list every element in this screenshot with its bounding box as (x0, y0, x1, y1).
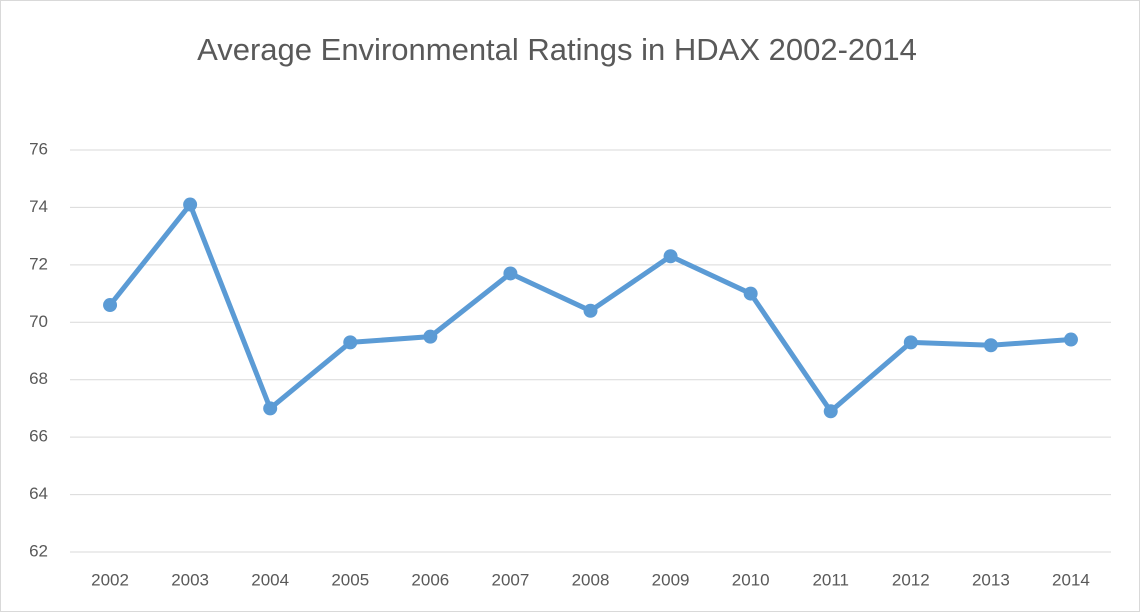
data-point (263, 401, 278, 416)
x-tick-label: 2002 (91, 570, 129, 589)
data-point (343, 335, 358, 350)
data-point (743, 286, 758, 301)
y-tick-label: 64 (29, 484, 48, 503)
x-tick-label: 2014 (1052, 570, 1090, 589)
x-tick-label: 2013 (972, 570, 1010, 589)
y-tick-label: 62 (29, 541, 48, 560)
y-tick-label: 68 (29, 369, 48, 388)
x-tick-label: 2010 (732, 570, 770, 589)
x-tick-label: 2011 (812, 570, 849, 589)
data-point (183, 197, 198, 212)
y-tick-label: 70 (29, 312, 48, 331)
data-point (663, 249, 678, 264)
x-tick-label: 2007 (492, 570, 530, 589)
y-tick-label: 66 (29, 427, 48, 446)
x-tick-label: 2012 (892, 570, 930, 589)
y-tick-label: 76 (29, 139, 48, 158)
x-tick-label: 2005 (331, 570, 369, 589)
chart-title: Average Environmental Ratings in HDAX 20… (197, 32, 917, 67)
x-tick-label: 2004 (251, 570, 289, 589)
y-tick-label: 74 (29, 197, 48, 216)
x-tick-label: 2003 (171, 570, 209, 589)
y-tick-label: 72 (29, 254, 48, 273)
data-point (103, 298, 118, 313)
data-point (423, 329, 438, 344)
data-point (583, 303, 598, 318)
data-point (503, 266, 518, 281)
x-tick-label: 2008 (572, 570, 610, 589)
data-point (1063, 332, 1078, 347)
data-point (983, 338, 998, 353)
x-tick-label: 2009 (652, 570, 690, 589)
data-point (823, 404, 838, 419)
data-point (903, 335, 918, 350)
x-tick-label: 2006 (411, 570, 449, 589)
